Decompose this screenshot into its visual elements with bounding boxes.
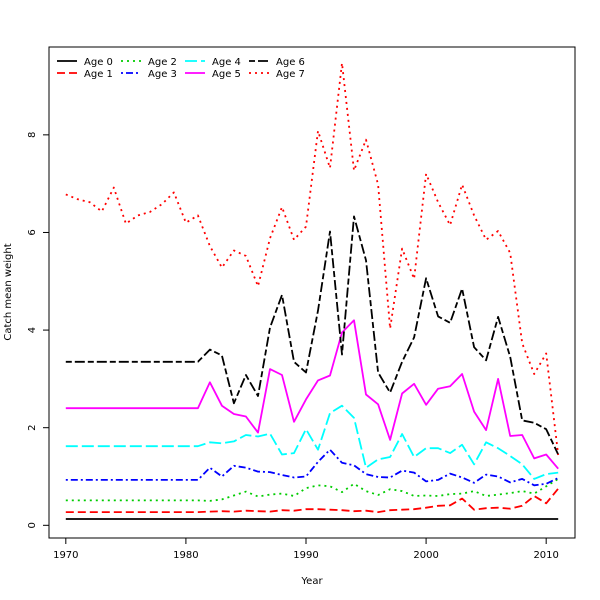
series-line-age-7 [65, 62, 560, 456]
x-tick-label: 1970 [53, 550, 78, 561]
y-tick-label: 8 [27, 132, 38, 138]
x-tick-label: 1990 [293, 550, 318, 561]
legend-label-age-1: Age 1 [84, 69, 113, 80]
y-axis-label: Catch mean weight [3, 243, 14, 340]
plot-frame [48, 46, 576, 539]
legend-label-age-2: Age 2 [148, 57, 177, 68]
x-tick-label: 2000 [413, 550, 438, 561]
legend-label-age-3: Age 3 [148, 69, 177, 80]
series-layer [65, 62, 560, 520]
y-axis: 0 2 4 6 8 [27, 132, 49, 528]
y-tick-label: 4 [27, 327, 38, 333]
legend-label-age-7: Age 7 [276, 69, 305, 80]
series-line-age-6 [65, 215, 560, 455]
y-tick-label: 6 [27, 229, 38, 235]
legend-label-age-6: Age 6 [276, 57, 305, 68]
y-tick-label: 2 [27, 425, 38, 431]
series-line-age-5 [65, 319, 559, 470]
series-line-age-1 [65, 488, 559, 513]
x-tick-label: 2010 [533, 550, 558, 561]
legend-label-age-0: Age 0 [84, 57, 113, 68]
series-line-age-3 [65, 448, 559, 487]
y-tick-label: 0 [27, 522, 38, 528]
x-tick-label: 1980 [173, 550, 198, 561]
legend-label-age-4: Age 4 [212, 57, 241, 68]
legend-label-age-5: Age 5 [212, 69, 241, 80]
x-axis-label: Year [300, 576, 323, 587]
x-axis: 1970 1980 1990 2000 2010 [53, 538, 559, 561]
series-line-age-4 [65, 404, 559, 480]
